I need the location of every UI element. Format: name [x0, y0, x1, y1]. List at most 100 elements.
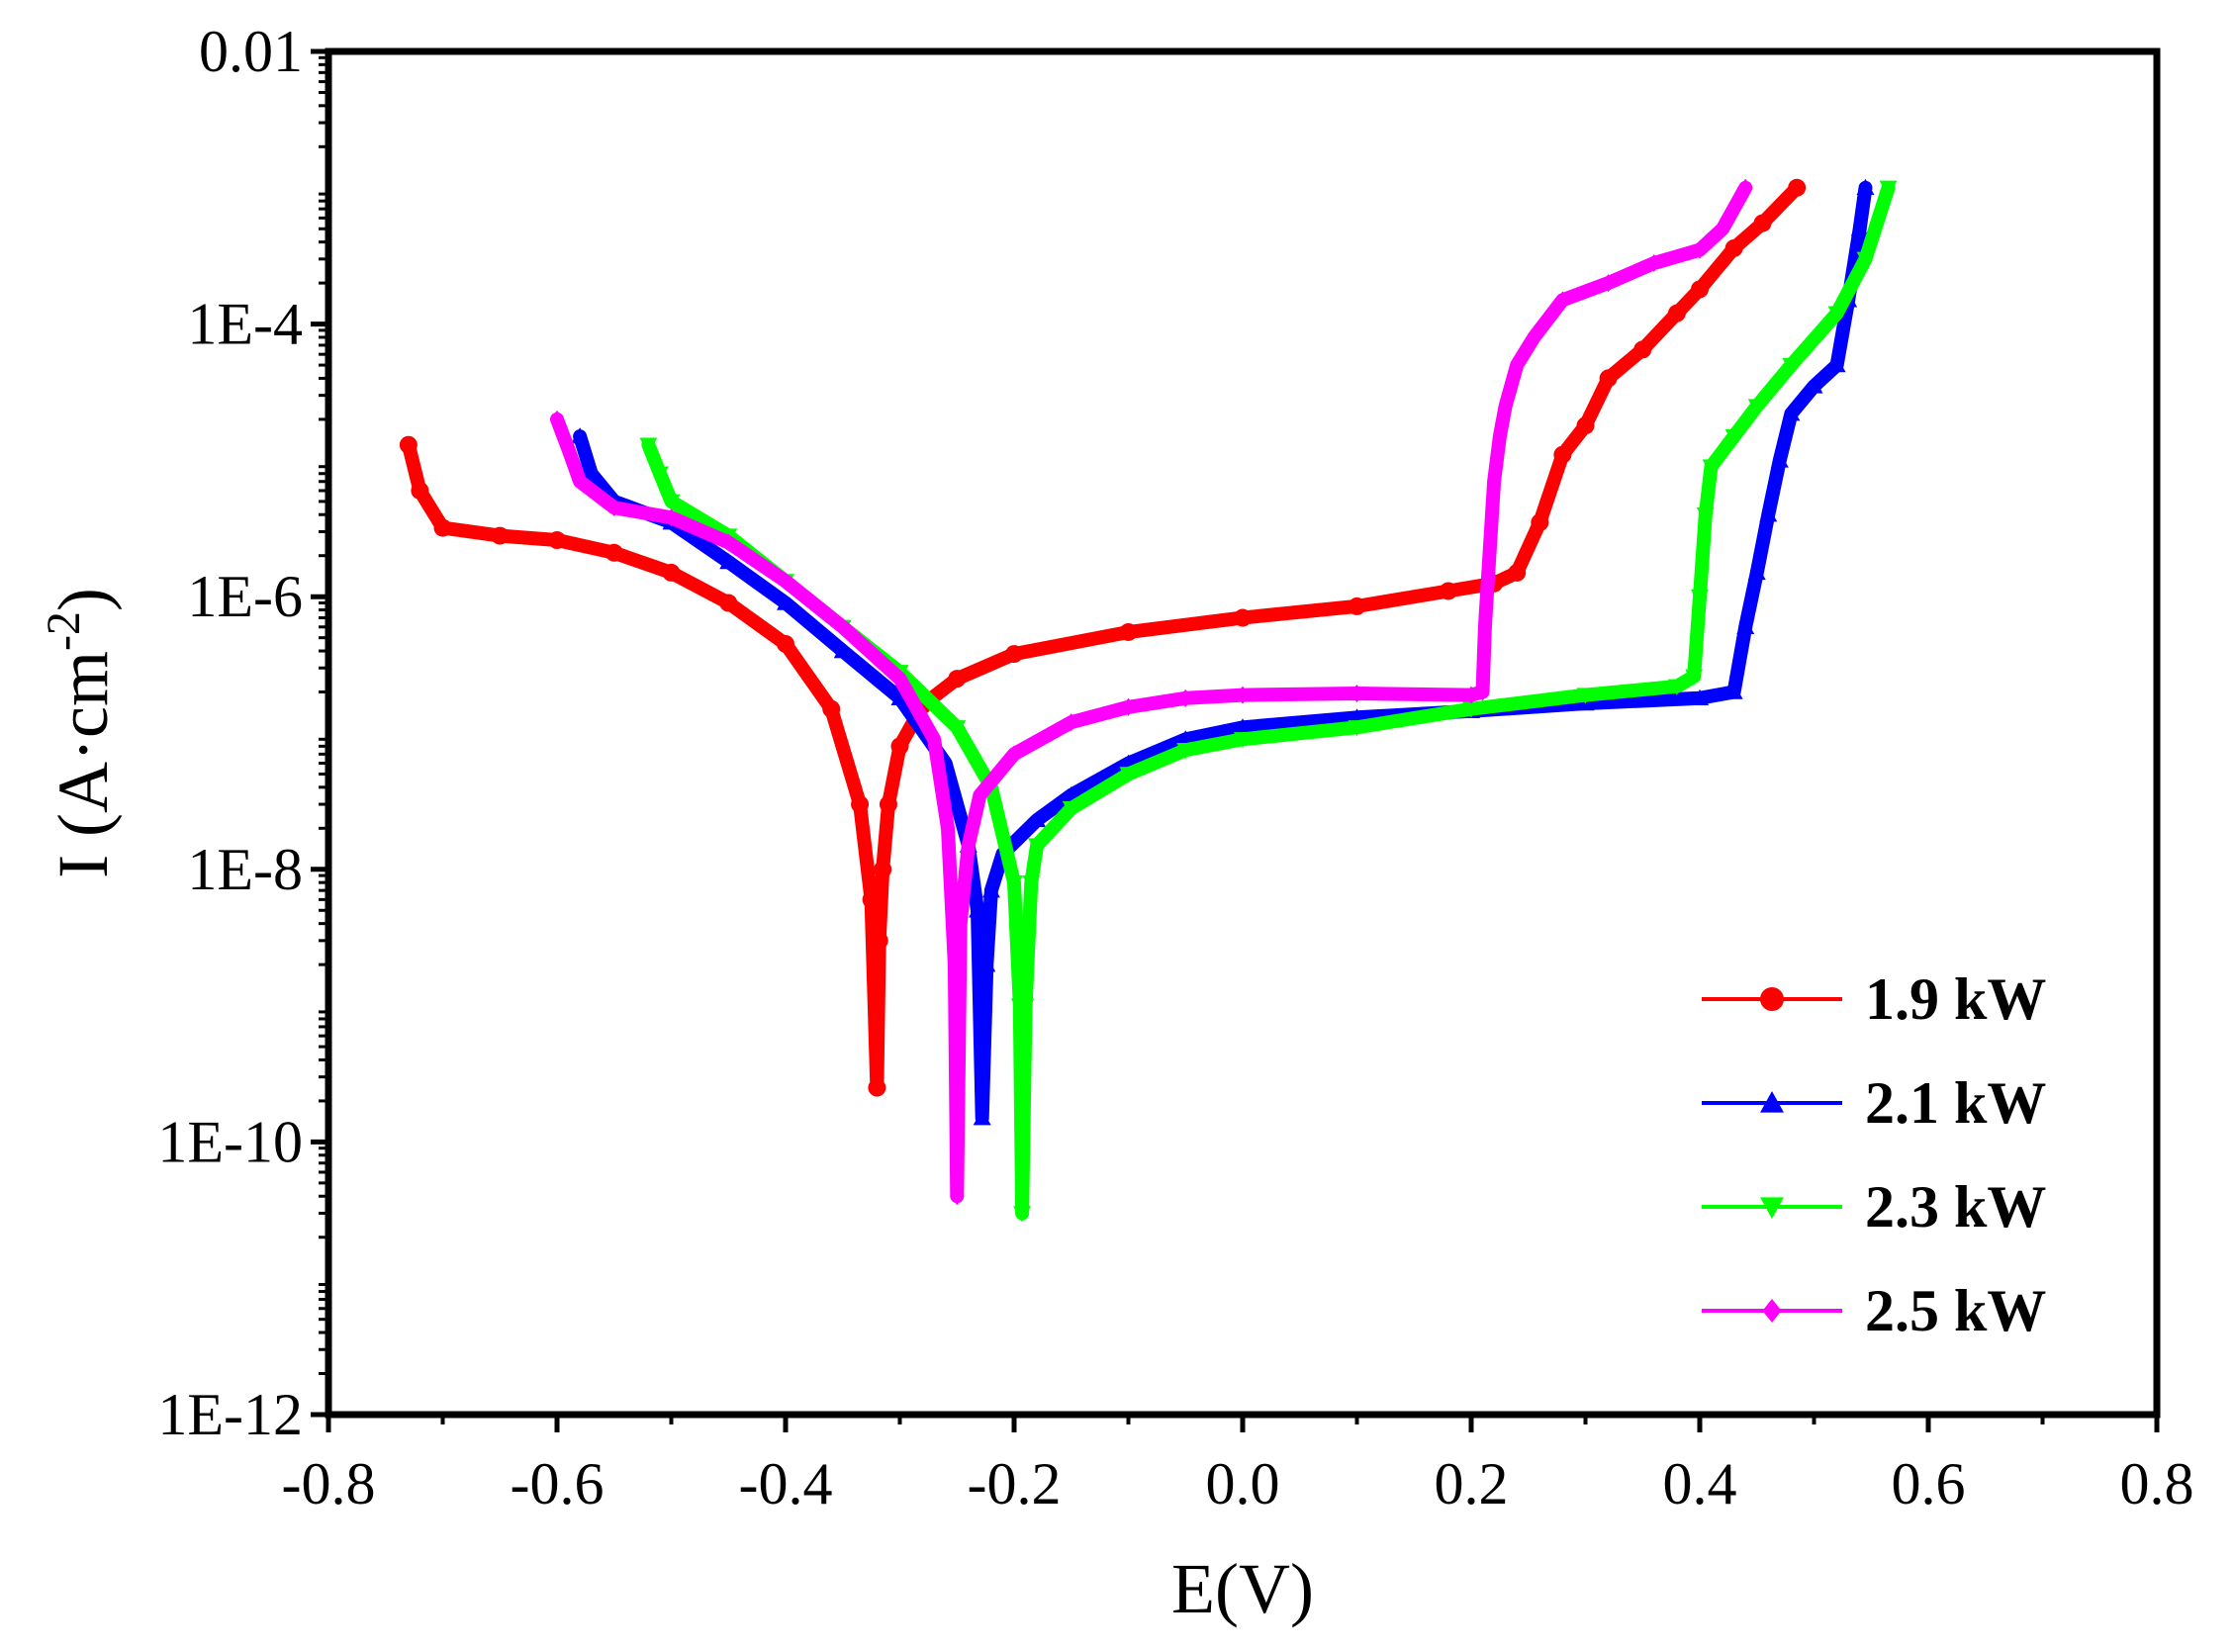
- data-point: [1667, 679, 1686, 695]
- data-point: [1760, 1091, 1784, 1113]
- series-line: [401, 180, 1805, 1095]
- data-point: [1348, 597, 1366, 615]
- data-point: [1028, 810, 1047, 828]
- data-point: [1724, 238, 1743, 257]
- data-point: [1827, 356, 1846, 373]
- data-point: [1753, 214, 1772, 232]
- data-point: [1062, 800, 1080, 818]
- data-point: [1508, 563, 1527, 582]
- y-tick-label: 1E-10: [157, 1109, 303, 1174]
- x-tick-label: 0.8: [2120, 1451, 2194, 1516]
- data-point: [1633, 340, 1652, 359]
- data-point: [1553, 445, 1572, 464]
- data-point: [890, 688, 909, 706]
- data-point: [639, 437, 658, 454]
- legend-entry: 2.3 kW: [1702, 1174, 2046, 1239]
- data-point: [835, 617, 850, 636]
- legend-entry: 2.5 kW: [1702, 1278, 2046, 1343]
- data-point: [778, 572, 793, 591]
- data-point: [1788, 178, 1807, 197]
- data-point: [411, 481, 429, 500]
- data-point: [561, 440, 576, 459]
- y-axis-title: I (A·cm-2): [38, 588, 123, 878]
- x-tick-label: -0.4: [739, 1451, 833, 1516]
- data-point: [1005, 645, 1023, 664]
- data-point: [1064, 713, 1078, 732]
- data-point: [1016, 998, 1035, 1015]
- data-point: [1119, 622, 1138, 641]
- data-point: [879, 795, 897, 814]
- y-axis-title-close: ): [44, 588, 123, 611]
- data-point: [1005, 874, 1023, 892]
- data-point: [1527, 327, 1541, 346]
- data-point: [950, 1187, 965, 1206]
- data-point: [1477, 617, 1493, 636]
- data-point: [978, 956, 996, 972]
- data-point: [1691, 688, 1709, 706]
- legend-label: 2.5 kW: [1865, 1278, 2046, 1343]
- data-point: [1013, 1206, 1032, 1223]
- data-point: [1724, 428, 1743, 446]
- x-tick-label: 0.0: [1206, 1451, 1280, 1516]
- data-point: [961, 836, 976, 855]
- legend: 1.9 kW 2.1 kW 2.3 kW 2.5 kW: [1702, 966, 2046, 1343]
- data-point: [1805, 377, 1823, 394]
- data-point: [1747, 399, 1766, 415]
- data-point: [1121, 697, 1136, 716]
- data-point: [1856, 251, 1875, 268]
- data-point: [1348, 720, 1366, 737]
- data-point: [572, 472, 588, 491]
- data-point: [1667, 304, 1686, 322]
- data-point: [1028, 838, 1047, 855]
- ticks-layer: -0.8 -0.6 -0.4 -0.2 0.0 0.2 0.4 0.6 0.8 0.01 1E-4 1…: [157, 19, 2193, 1516]
- data-point: [1646, 253, 1661, 272]
- y-tick-label: 1E-6: [187, 564, 303, 629]
- data-point: [1576, 416, 1595, 435]
- data-point: [719, 553, 738, 570]
- data-point: [969, 901, 987, 918]
- data-point: [1691, 590, 1709, 606]
- data-point: [606, 499, 621, 517]
- data-point: [953, 914, 968, 933]
- data-point: [1782, 405, 1801, 421]
- data-point: [1531, 513, 1549, 532]
- data-point: [862, 890, 881, 909]
- data-point: [948, 720, 967, 737]
- data-point: [1475, 683, 1490, 701]
- data-point: [1176, 743, 1195, 760]
- data-point: [1601, 274, 1616, 293]
- data-point: [822, 699, 841, 718]
- data-point: [1696, 507, 1715, 524]
- data-point: [1022, 874, 1041, 892]
- data-point: [1856, 178, 1875, 195]
- data-point: [1462, 701, 1480, 718]
- data-point: [650, 466, 669, 483]
- data-point: [1234, 718, 1252, 735]
- data-point: [1827, 306, 1846, 322]
- data-point: [1715, 220, 1730, 238]
- data-point: [1486, 472, 1502, 491]
- data-point: [582, 464, 601, 481]
- legend-label: 2.1 kW: [1865, 1070, 2046, 1136]
- data-point: [851, 795, 870, 814]
- data-point: [549, 410, 565, 428]
- data-point: [777, 634, 794, 653]
- x-tick-label: 0.6: [1892, 1451, 1966, 1516]
- x-axis-title: E(V): [1171, 1549, 1314, 1628]
- legend-entry: 1.9 kW: [1702, 966, 2046, 1032]
- data-point: [1760, 1197, 1784, 1219]
- data-point: [1599, 369, 1618, 388]
- series-2-1-kw: [571, 178, 1875, 1126]
- data-point: [571, 427, 590, 444]
- data-point: [1492, 427, 1508, 446]
- data-point: [1006, 745, 1022, 764]
- legend-label: 1.9 kW: [1865, 966, 2046, 1032]
- data-point: [1439, 582, 1457, 600]
- data-point: [777, 594, 794, 610]
- data-point: [1235, 686, 1251, 704]
- series-layer: [399, 178, 1898, 1223]
- data-point: [1463, 686, 1479, 704]
- data-point: [1724, 683, 1743, 699]
- data-point: [1759, 505, 1778, 522]
